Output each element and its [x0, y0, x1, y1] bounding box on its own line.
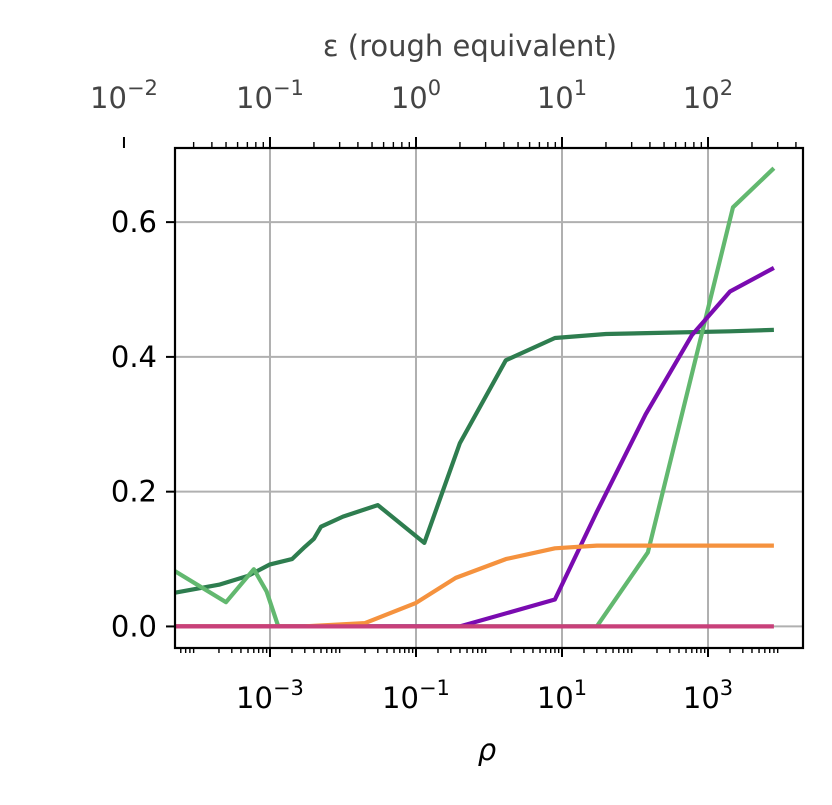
series-lines [173, 166, 776, 629]
top-tick-label: 102 [683, 76, 733, 115]
y-tick-label: 0.2 [111, 475, 157, 509]
y-tick-label: 0.0 [111, 609, 157, 643]
plot-frame [173, 146, 805, 650]
grid [175, 148, 803, 648]
top-axis-title: ε (rough equivalent) [323, 29, 617, 63]
x-tick-label: 10−3 [236, 676, 304, 715]
x-tick-label: 10−1 [382, 676, 450, 715]
y-tick-labels: 0.0 0.2 0.4 0.6 [111, 205, 157, 643]
top-tick-label: 101 [537, 76, 587, 115]
x-tick-label: 101 [537, 676, 587, 715]
top-tick-label: 100 [391, 76, 441, 115]
series-line-4 [175, 543, 774, 629]
top-tick-label: 10−1 [236, 76, 304, 115]
y-tick-label: 0.6 [111, 205, 157, 239]
top-tick-label: 10−2 [90, 76, 158, 115]
series-line-1 [174, 327, 774, 595]
x-tick-label: 103 [683, 676, 733, 715]
x-tick-labels: 10−3 10−1 101 103 [236, 676, 733, 715]
axis-ticks [122, 137, 797, 657]
top-tick-labels: 10−2 10−1 100 101 102 [90, 76, 733, 115]
series-line-2 [173, 166, 776, 629]
y-tick-label: 0.4 [111, 340, 157, 374]
x-axis-title: ρ [478, 733, 497, 767]
